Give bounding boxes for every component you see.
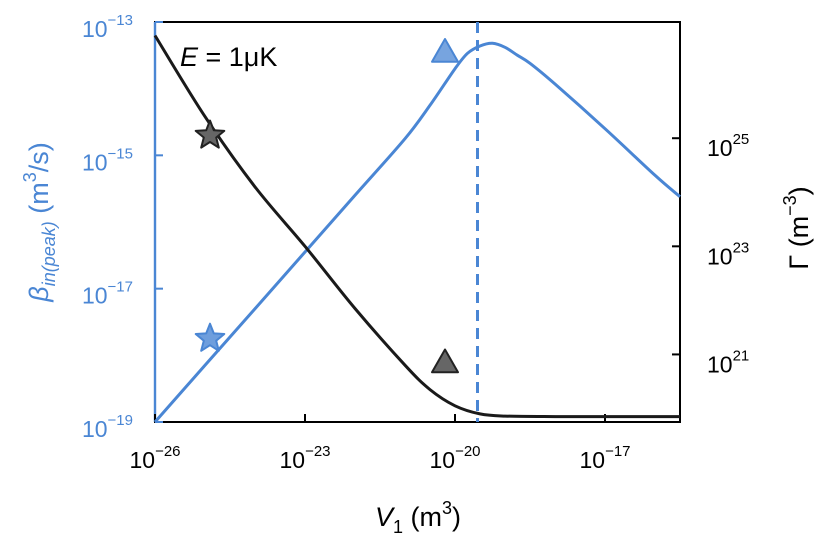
energy-value: = 1μK (198, 42, 277, 72)
gamma-triangle-marker (431, 348, 459, 374)
beta-star-marker (194, 322, 226, 352)
x-tick-label: 10−26 (129, 443, 180, 473)
x-tick-label-base: 10 (129, 447, 155, 473)
left-y-tick-label: 10−19 (82, 412, 133, 442)
left-y-tick-label-base: 10 (82, 283, 108, 309)
right-y-tick-label-exponent: 21 (733, 347, 750, 364)
left-y-tick-label-base: 10 (82, 416, 108, 442)
x-tick-label: 10−17 (579, 443, 630, 473)
x-tick-label-exponent: −17 (605, 443, 630, 460)
x-axis-symbol: V (375, 502, 396, 532)
x-tick-label-exponent: −26 (155, 443, 180, 460)
energy-symbol: E (180, 42, 199, 72)
gamma-star-marker (194, 119, 226, 149)
right-y-axis-unit-close: ) (784, 186, 814, 195)
left-y-tick-label-exponent: −17 (108, 279, 133, 296)
x-axis-title: V1 (m3) (375, 498, 461, 537)
series-layer (153, 22, 681, 423)
left-y-axis-subscript: in(peak) (39, 221, 59, 286)
x-tick-label-exponent: −20 (455, 443, 480, 460)
right-y-tick-label-exponent: 25 (733, 131, 750, 148)
right-y-axis-title: Γ (m−3) (780, 186, 814, 269)
right-y-tick-label-base: 10 (707, 243, 733, 269)
x-tick-label-base: 10 (279, 447, 305, 473)
left-y-axis-unit-open: (m (24, 182, 54, 221)
right-y-tick-label: 1021 (707, 347, 749, 377)
left-y-axis-title: βin(peak) (m3/s) (20, 142, 59, 302)
right-y-tick-label: 1023 (707, 239, 749, 269)
x-tick-label: 10−20 (429, 443, 480, 473)
x-axis-unit-exp: 3 (442, 498, 452, 518)
left-y-tick-label-exponent: −13 (108, 12, 133, 29)
right-y-tick-label-base: 10 (707, 135, 733, 161)
x-axis-subscript: 1 (393, 517, 403, 537)
left-y-axis-unit-exp: 3 (20, 172, 40, 182)
x-axis-ticks: 10−26 10−23 10−20 10−17 (129, 414, 631, 473)
right-y-tick-label-exponent: 23 (733, 239, 750, 256)
left-y-axis-unit-close: /s) (24, 142, 54, 172)
right-y-axis-symbol: Γ (784, 255, 814, 270)
x-tick-label-base: 10 (579, 447, 605, 473)
x-axis-unit-close: ) (452, 502, 461, 532)
left-y-axis-symbol: β (24, 286, 54, 302)
left-y-tick-label: 10−13 (82, 12, 133, 42)
plot-frame (154, 21, 681, 423)
x-axis-unit-open: (m (403, 502, 442, 532)
right-y-axis-unit-open: (m (784, 216, 814, 255)
left-y-tick-label-base: 10 (82, 149, 108, 175)
beta-triangle-marker (431, 38, 459, 63)
left-y-tick-label-exponent: −15 (108, 145, 133, 162)
gamma-series-line (153, 34, 680, 419)
beta-series-line (153, 41, 681, 423)
right-y-axis-unit-exp: −3 (780, 195, 800, 216)
marker-layer (194, 38, 459, 374)
x-tick-label-exponent: −23 (305, 443, 330, 460)
right-y-tick-label-base: 10 (707, 351, 733, 377)
left-y-tick-label: 10−17 (82, 279, 133, 309)
left-y-tick-label: 10−15 (82, 145, 133, 175)
right-y-tick-label: 1025 (707, 131, 749, 161)
left-y-tick-label-base: 10 (82, 16, 108, 42)
x-tick-label-base: 10 (429, 447, 455, 473)
x-tick-label: 10−23 (279, 443, 330, 473)
energy-annotation: E = 1μK (180, 42, 277, 72)
left-y-tick-label-exponent: −19 (108, 412, 133, 429)
